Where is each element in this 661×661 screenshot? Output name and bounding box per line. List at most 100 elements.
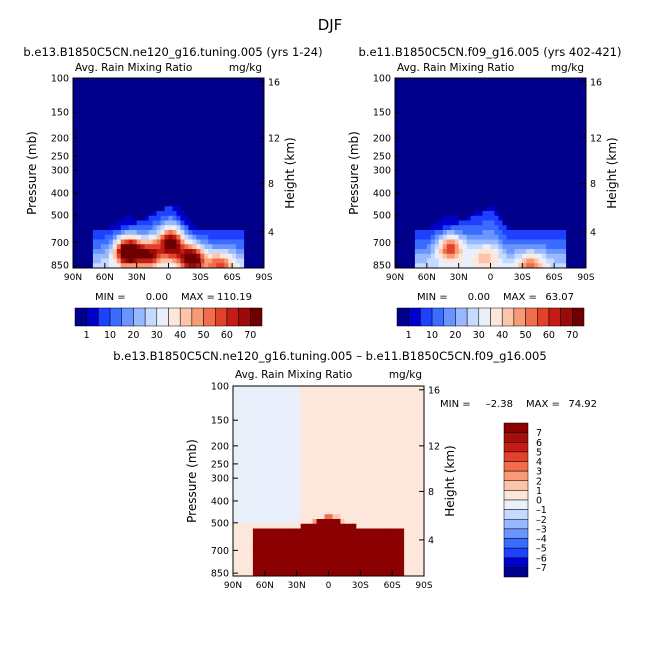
heatmap-cell [570,111,575,117]
heatmap-cell [388,409,393,415]
heatmap-cell [530,244,535,250]
heatmap-cell [104,158,110,164]
heatmap-cell [204,211,209,217]
heatmap-cell [434,87,440,93]
heatmap-cell [156,111,161,117]
heatmap-cell [240,395,246,401]
heatmap-cell [128,225,134,231]
heatmap-cell [112,192,118,198]
heatmap-cell [554,149,559,155]
heatmap-cell [160,177,165,183]
heatmap-cell [562,196,567,202]
heatmap-cell [574,230,579,236]
heatmap-cell [292,405,298,411]
heatmap-cell [372,424,377,430]
heatmap-cell [478,201,483,207]
heatmap-cell [304,395,310,401]
heatmap-cell [324,395,329,401]
heatmap-cell [554,253,559,259]
heatmap-cell [538,111,543,117]
heatmap-cell [430,187,436,193]
heatmap-cell [450,258,456,264]
heatmap-cell [212,144,217,150]
heatmap-cell [256,101,261,107]
heatmap-cell [422,234,428,240]
heatmap-cell [450,249,456,255]
heatmap-cell [462,92,468,98]
heatmap-cell [312,390,317,396]
heatmap-cell [96,168,102,174]
heatmap-cell [530,230,535,236]
heatmap-cell [280,481,286,487]
heatmap-cell [348,438,353,444]
heatmap-cell [534,120,539,126]
heatmap-cell [530,120,535,126]
heatmap-cell [176,201,181,207]
heatmap-cell [236,196,241,202]
heatmap-cell [410,211,416,217]
heatmap-cell [414,253,420,259]
heatmap-cell [140,187,146,193]
heatmap-cell [164,78,169,84]
heatmap-cell [458,225,464,231]
heatmap-cell [364,386,369,392]
heatmap-cell [442,111,448,117]
heatmap-cell [416,438,421,444]
x-tick-label: 90S [255,273,272,283]
heatmap-cell [396,466,401,472]
heatmap-cell [438,258,444,264]
heatmap-cell [160,253,165,259]
heatmap-cell [530,97,535,103]
heatmap-cell [172,144,177,150]
heatmap-cell [156,234,161,240]
heatmap-cell [208,253,213,259]
heatmap-cell [88,92,94,98]
heatmap-cell [526,182,531,188]
heatmap-cell [388,428,393,434]
heatmap-cell [164,139,169,145]
heatmap-cell [252,106,257,112]
heatmap-cell [534,206,539,212]
heatmap-cell [256,443,262,449]
heatmap-cell [208,173,213,179]
heatmap-cell [474,92,479,98]
heatmap-cell [240,433,246,439]
heatmap-cell [184,182,189,188]
heatmap-cell [522,239,527,245]
heatmap-cell [88,253,94,259]
heatmap-cell [84,234,90,240]
heatmap-cell [324,414,329,420]
heatmap-cell [530,201,535,207]
heatmap-cell [450,244,456,250]
heatmap-cell [172,244,177,250]
heatmap-cell [422,158,428,164]
heatmap-cell [248,125,253,131]
heatmap-cell [200,234,205,240]
heatmap-cell [395,106,400,112]
heatmap-cell [284,405,290,411]
heatmap-cell [542,201,547,207]
heatmap-cell [236,163,241,169]
heatmap-cell [422,106,428,112]
heatmap-cell [546,125,551,131]
heatmap-cell [486,101,491,107]
heatmap-cell [494,187,499,193]
heatmap-cell [430,215,436,221]
heatmap-cell [244,111,249,117]
heatmap-cell [180,135,185,141]
heatmap-cell [494,139,499,145]
heatmap-cell [458,263,464,269]
heatmap-cell [348,395,353,401]
heatmap-cell [486,234,491,240]
heatmap-cell [518,196,523,202]
panel-unit-label: mg/kg [389,369,422,381]
heatmap-cell [582,82,587,88]
heatmap-cell [466,130,472,136]
heatmap-cell [80,168,86,174]
heatmap-cell [482,130,487,136]
heatmap-cell [450,211,456,217]
heatmap-cell [510,120,515,126]
heatmap-cell [546,139,551,145]
heatmap-cell [100,92,106,98]
heatmap-cell [136,106,142,112]
